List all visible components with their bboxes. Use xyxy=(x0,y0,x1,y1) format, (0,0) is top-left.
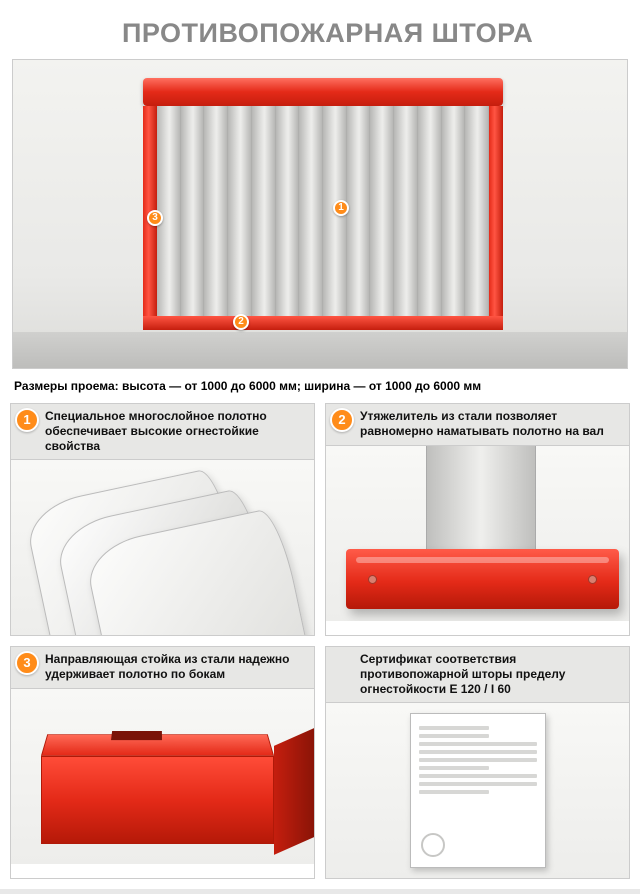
bolt-icon xyxy=(588,575,597,584)
certificate-document xyxy=(410,713,546,868)
channel-side xyxy=(274,728,314,854)
curtain-panel xyxy=(347,106,371,316)
card-head: 2 Утяжелитель из стали позволяет равноме… xyxy=(326,404,629,446)
cert-line xyxy=(419,766,490,770)
feature-illustration-certificate xyxy=(326,703,629,878)
callout-marker: 3 xyxy=(147,210,163,226)
feature-text: Утяжелитель из стали позволяет равномерн… xyxy=(360,404,629,444)
feature-card-3: 3 Направляющая стойка из стали надежно у… xyxy=(10,646,315,879)
cert-line xyxy=(419,782,537,786)
feature-card-4-certificate: Сертификат соответствия противопожарной … xyxy=(325,646,630,879)
steel-weight-bar xyxy=(346,549,619,609)
callout-marker: 1 xyxy=(333,200,349,216)
curtain-panel xyxy=(394,106,418,316)
cert-line xyxy=(419,734,490,738)
curtain-panel xyxy=(418,106,442,316)
dimensions-text: Размеры проема: высота — от 1000 до 6000… xyxy=(10,375,630,403)
curtain-panel xyxy=(299,106,323,316)
badge-spacer xyxy=(330,651,354,675)
curtain-panel xyxy=(276,106,300,316)
cert-line xyxy=(419,742,537,746)
feature-text: Направляющая стойка из стали надежно уде… xyxy=(45,647,314,687)
cert-line xyxy=(419,758,537,762)
curtain-panel xyxy=(370,106,394,316)
cert-line xyxy=(419,774,537,778)
curtain-headbox xyxy=(143,78,503,106)
curtain-panels xyxy=(157,106,489,316)
curtain-panel xyxy=(442,106,466,316)
guide-rail-right xyxy=(489,106,503,330)
curtain-bottom-bar xyxy=(143,316,503,330)
feature-badge: 1 xyxy=(15,408,39,432)
cert-line xyxy=(419,790,490,794)
curtain-panel xyxy=(181,106,205,316)
feature-illustration-fabric xyxy=(11,460,314,635)
feature-badge: 2 xyxy=(330,408,354,432)
curtain-panel xyxy=(252,106,276,316)
feature-illustration-guide-channel xyxy=(11,689,314,864)
curtain-panel xyxy=(228,106,252,316)
feature-text: Специальное многослойное полотно обеспеч… xyxy=(45,404,314,459)
callout-marker: 2 xyxy=(233,314,249,330)
card-head: 3 Направляющая стойка из стали надежно у… xyxy=(11,647,314,689)
curtain-panel xyxy=(465,106,489,316)
channel-slot xyxy=(111,731,162,740)
curtain-panel xyxy=(204,106,228,316)
card-head: 1 Специальное многослойное полотно обесп… xyxy=(11,404,314,460)
feature-illustration-weight-bar xyxy=(326,446,629,621)
feature-grid: 1 Специальное многослойное полотно обесп… xyxy=(10,403,630,879)
feature-card-1: 1 Специальное многослойное полотно обесп… xyxy=(10,403,315,636)
curtain-panel xyxy=(157,106,181,316)
hero-illustration: 1 2 3 xyxy=(12,59,628,369)
bolt-icon xyxy=(368,575,377,584)
card-head: Сертификат соответствия противопожарной … xyxy=(326,647,629,703)
steel-guide-channel xyxy=(41,714,274,844)
page-title: ПРОТИВОПОЖАРНАЯ ШТОРА xyxy=(10,18,630,59)
feature-text: Сертификат соответствия противопожарной … xyxy=(360,647,629,702)
infographic-page: ПРОТИВОПОЖАРНАЯ ШТОРА 1 2 3 Размеры проема… xyxy=(0,0,640,889)
cert-line xyxy=(419,726,490,730)
channel-front xyxy=(41,756,274,844)
feature-card-2: 2 Утяжелитель из стали позволяет равноме… xyxy=(325,403,630,636)
fire-curtain xyxy=(143,78,503,346)
feature-badge: 3 xyxy=(15,651,39,675)
seal-icon xyxy=(421,833,445,857)
cert-line xyxy=(419,750,537,754)
